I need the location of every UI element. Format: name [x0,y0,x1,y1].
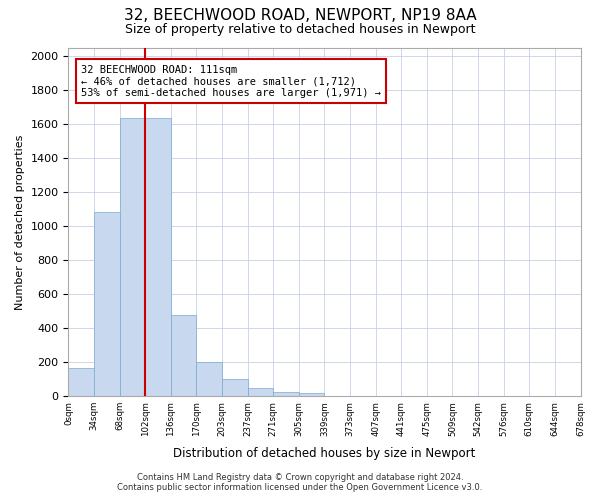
Text: Size of property relative to detached houses in Newport: Size of property relative to detached ho… [125,22,475,36]
Bar [145,118,171,396]
Bar [273,392,299,396]
Text: Contains HM Land Registry data © Crown copyright and database right 2024.
Contai: Contains HM Land Registry data © Crown c… [118,473,482,492]
Text: 32, BEECHWOOD ROAD, NEWPORT, NP19 8AA: 32, BEECHWOOD ROAD, NEWPORT, NP19 8AA [124,8,476,22]
Bar [196,362,222,396]
Bar [222,379,248,396]
Bar [299,393,325,396]
Y-axis label: Number of detached properties: Number of detached properties [15,134,25,310]
X-axis label: Distribution of detached houses by size in Newport: Distribution of detached houses by size … [173,447,476,460]
Bar [68,368,94,396]
Bar [248,388,273,396]
Bar [171,314,196,396]
Bar [94,212,119,396]
Bar [119,118,145,396]
Text: 32 BEECHWOOD ROAD: 111sqm
← 46% of detached houses are smaller (1,712)
53% of se: 32 BEECHWOOD ROAD: 111sqm ← 46% of detac… [81,64,381,98]
